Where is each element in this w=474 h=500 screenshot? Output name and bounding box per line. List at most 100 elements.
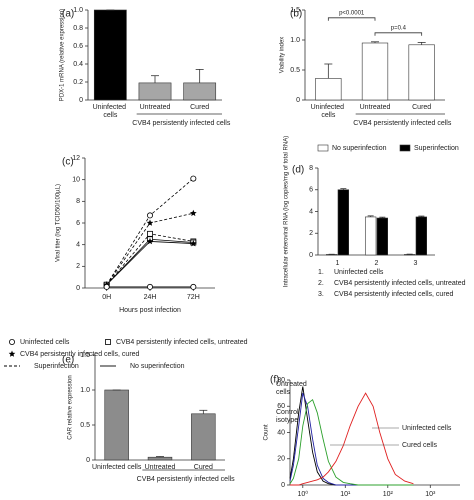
- y-axis-label: Intracellular enteroviral RNA (log copie…: [284, 136, 290, 287]
- bar: [138, 82, 172, 101]
- y-axis-label: Viral titer (log TCID50/100µL): [56, 184, 62, 262]
- bar: [93, 9, 127, 101]
- y-tick-label: 0.8: [73, 25, 83, 32]
- marker: [147, 230, 153, 237]
- group-label: CVB4 persistently infected cells: [137, 476, 236, 483]
- bar: [415, 216, 427, 256]
- significance-bracket: [327, 17, 376, 21]
- panel-label: (a): [62, 9, 74, 20]
- annotation: p=0.4: [391, 25, 407, 31]
- y-tick-label: 6: [76, 220, 80, 227]
- y-tick-label: 0: [76, 285, 80, 292]
- x-tick-label: 10²: [383, 491, 394, 498]
- y-tick-label: 1.0: [80, 387, 90, 394]
- y-tick-label: 1.0: [73, 7, 83, 14]
- x-tick-label: Untreated: [140, 104, 171, 111]
- y-axis-label: Count: [264, 424, 270, 440]
- series-line: [106, 241, 194, 286]
- note-text: Uninfected cells: [334, 269, 384, 276]
- x-tick-label: 1: [336, 260, 340, 267]
- panel-label: (b): [290, 9, 302, 20]
- legend-label: Superinfection: [34, 363, 79, 370]
- marker: [190, 175, 197, 182]
- y-tick-label: 0.6: [73, 43, 83, 50]
- legend-label: No superinfection: [130, 363, 185, 370]
- curve-label: Cured cells: [402, 442, 438, 449]
- marker: [146, 219, 154, 226]
- x-tick-label: Uninfected cells: [93, 104, 128, 119]
- marker: [103, 283, 110, 290]
- y-tick-label: 0.4: [73, 61, 83, 68]
- y-tick-label: 1.5: [290, 7, 300, 14]
- curve-label: Untreated cells: [276, 381, 309, 396]
- x-tick-label: 2: [375, 260, 379, 267]
- marker: [190, 209, 197, 217]
- x-tick-label: Untreated: [360, 104, 391, 111]
- annotation: p<0.0001: [339, 10, 365, 16]
- y-tick-label: 1.5: [80, 352, 90, 359]
- legend-marker: [8, 350, 16, 357]
- y-tick-label: 2: [76, 263, 80, 270]
- y-tick-label: 0: [309, 252, 313, 259]
- y-tick-label: 40: [277, 429, 285, 436]
- x-tick-label: 24H: [144, 294, 157, 301]
- marker: [190, 240, 197, 247]
- y-tick-label: 0: [79, 97, 83, 104]
- y-tick-label: 0: [86, 457, 90, 464]
- x-tick-label: 10³: [425, 491, 436, 498]
- y-axis-label: CAR relative expression: [68, 375, 74, 439]
- x-tick-label: Cured: [412, 104, 431, 111]
- panel-label: (d): [292, 165, 304, 176]
- bar: [337, 189, 349, 256]
- panel-label: (f): [270, 375, 279, 386]
- y-tick-label: 10: [72, 177, 80, 184]
- bar: [364, 216, 377, 256]
- note-text: CVB4 persistently infected cells, untrea…: [334, 280, 466, 287]
- bar: [183, 82, 217, 101]
- legend-label: CVB4 persistently infected cells, untrea…: [116, 339, 248, 346]
- bar: [315, 78, 342, 101]
- series-line: [106, 238, 194, 286]
- y-tick-label: 80: [277, 377, 285, 384]
- y-axis-label: Viability index: [280, 37, 286, 74]
- significance-bracket: [374, 32, 423, 36]
- x-tick-label: 0H: [102, 294, 111, 301]
- y-tick-label: 8: [309, 165, 313, 172]
- histogram-curve: [290, 392, 414, 486]
- x-tick-label: 10⁰: [297, 490, 308, 498]
- y-tick-label: 6: [309, 187, 313, 194]
- y-tick-label: 4: [76, 242, 80, 249]
- legend-swatch: [399, 144, 411, 152]
- histogram-curve: [289, 386, 414, 486]
- y-tick-label: 0.2: [73, 79, 83, 86]
- histogram-curve: [289, 392, 414, 486]
- marker: [146, 283, 153, 290]
- x-tick-label: Untreated: [145, 464, 176, 471]
- note-number: 2.: [318, 280, 324, 287]
- bar: [408, 44, 435, 101]
- legend-label: CVB4 persistently infected cells, cured: [20, 351, 140, 358]
- x-axis-label: Hours post infection: [119, 307, 181, 314]
- y-tick-label: 0: [296, 97, 300, 104]
- note-text: CVB4 persistently infected cells, cured: [334, 291, 454, 298]
- y-tick-label: 0: [281, 482, 285, 489]
- bar: [147, 456, 173, 461]
- legend-label: Superinfection: [414, 145, 459, 152]
- x-tick-label: 3: [414, 260, 418, 267]
- note-number: 1.: [318, 269, 324, 276]
- x-tick-label: Uninfected cells: [311, 104, 346, 119]
- x-tick-label: 10¹: [340, 491, 351, 498]
- marker: [146, 237, 154, 245]
- group-label: CVB4 persistently infected cells: [353, 120, 452, 127]
- bar: [376, 217, 388, 256]
- bar: [403, 254, 416, 256]
- bar: [361, 42, 389, 101]
- legend-label: No superinfection: [332, 145, 387, 152]
- histogram-curve: [289, 398, 414, 486]
- bar: [104, 389, 129, 461]
- group-label: CVB4 persistently infected cells: [132, 120, 231, 127]
- x-tick-label: Cured: [190, 104, 209, 111]
- marker: [190, 283, 197, 290]
- y-tick-label: 8: [76, 198, 80, 205]
